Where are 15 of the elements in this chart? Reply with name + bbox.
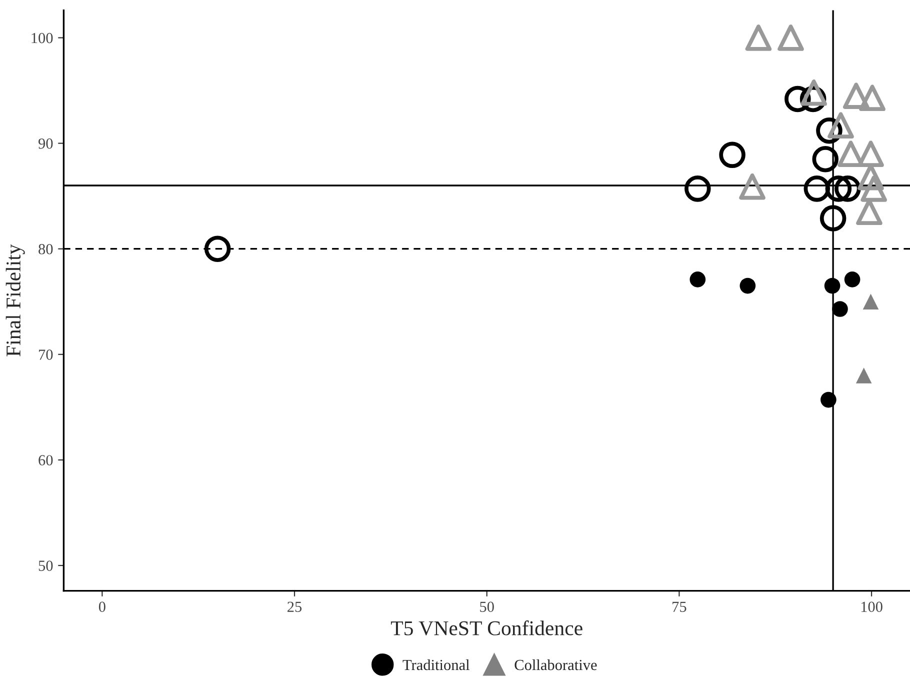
y-tick-label: 70 [39, 350, 53, 360]
x-tick-label: 25 [288, 602, 302, 612]
y-tick-label: 90 [38, 138, 53, 149]
x-tick-label: 75 [672, 602, 686, 612]
x-axis-title: T5 VNeST Confidence [390, 620, 582, 636]
legend-label: Traditional [402, 659, 470, 670]
y-tick-label: 60 [38, 455, 53, 466]
y-tick-label: 80 [38, 244, 53, 254]
x-tick-label: 100 [861, 602, 882, 612]
y-tick-label: 50 [38, 560, 53, 571]
x-tick-label: 50 [480, 602, 494, 612]
x-tick-label: 0 [98, 602, 106, 612]
y-axis-title: Final Fidelity [6, 244, 25, 356]
legend-label: Collaborative [514, 659, 597, 670]
y-tick-label: 100 [32, 32, 53, 44]
